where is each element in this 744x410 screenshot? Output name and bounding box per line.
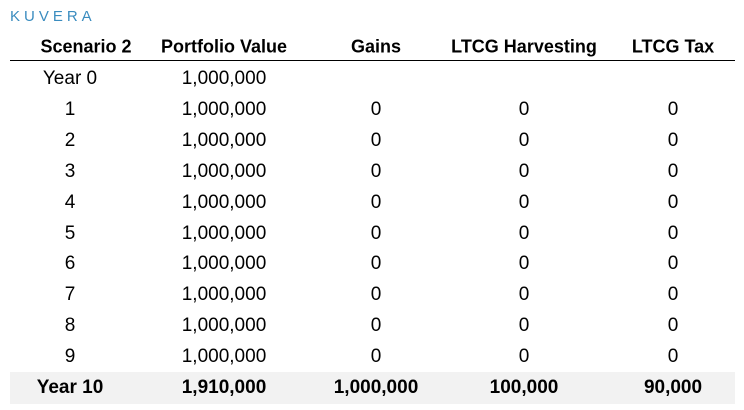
column-header: LTCG Harvesting (451, 36, 597, 57)
table-cell: 0 (667, 160, 679, 182)
table-cell: 0 (370, 160, 382, 182)
table-cell: 1,000,000 (181, 160, 267, 182)
table-cell: 1,000,000 (181, 346, 267, 368)
column-header: LTCG Tax (631, 36, 715, 57)
table-cell: 0 (667, 253, 679, 275)
table-cell: 2 (64, 129, 76, 151)
table-cell: 7 (64, 284, 76, 306)
table-cell: 4 (64, 191, 76, 213)
column-header: Gains (350, 36, 402, 57)
column-header: Portfolio Value (160, 36, 288, 57)
header-rule (10, 60, 735, 61)
total-row-band (10, 372, 735, 404)
table-cell: 9 (64, 346, 76, 368)
total-cell: 100,000 (489, 377, 559, 398)
table-cell: 0 (518, 346, 530, 368)
column-header: Scenario 2 (40, 36, 132, 57)
table-cell: 6 (64, 253, 76, 275)
table-cell: 0 (667, 191, 679, 213)
table-cell: 1,000,000 (181, 315, 267, 337)
table-cell: 0 (667, 346, 679, 368)
table-cell: 0 (370, 191, 382, 213)
table-cell: 1,000,000 (181, 253, 267, 275)
table-cell: 0 (667, 98, 679, 120)
table-cell: 0 (370, 346, 382, 368)
table-cell: 0 (518, 315, 530, 337)
table-cell: 0 (518, 160, 530, 182)
table-cell: 0 (370, 129, 382, 151)
table-cell: 1 (64, 98, 76, 120)
total-cell: 90,000 (643, 377, 703, 398)
table-cell: 0 (667, 315, 679, 337)
table-cell: 1,000,000 (181, 222, 267, 244)
table-cell: 8 (64, 315, 76, 337)
table-cell: 1,000,000 (181, 129, 267, 151)
table-cell: 1,000,000 (181, 68, 267, 89)
table-cell: 0 (518, 129, 530, 151)
table-cell: 1,000,000 (181, 284, 267, 306)
table-cell: 0 (667, 129, 679, 151)
logo: KUVERA (10, 8, 96, 25)
total-cell: Year 10 (36, 377, 104, 398)
table-cell: 3 (64, 160, 76, 182)
total-cell: 1,000,000 (333, 377, 419, 398)
table-cell: 0 (518, 191, 530, 213)
table-cell: 0 (370, 253, 382, 275)
total-cell: 1,910,000 (181, 377, 267, 398)
table-cell: 0 (667, 284, 679, 306)
table-cell: 0 (518, 284, 530, 306)
table-cell: 0 (518, 98, 530, 120)
table-cell: 0 (518, 253, 530, 275)
table-cell: 1,000,000 (181, 98, 267, 120)
table-cell: 0 (370, 315, 382, 337)
table-cell: 1,000,000 (181, 191, 267, 213)
table-cell: 0 (518, 222, 530, 244)
table-cell: 0 (370, 98, 382, 120)
table-cell: 0 (370, 222, 382, 244)
table-cell: Year 0 (42, 68, 98, 89)
table-cell: 5 (64, 222, 76, 244)
table-cell: 0 (667, 222, 679, 244)
table-cell: 0 (370, 284, 382, 306)
